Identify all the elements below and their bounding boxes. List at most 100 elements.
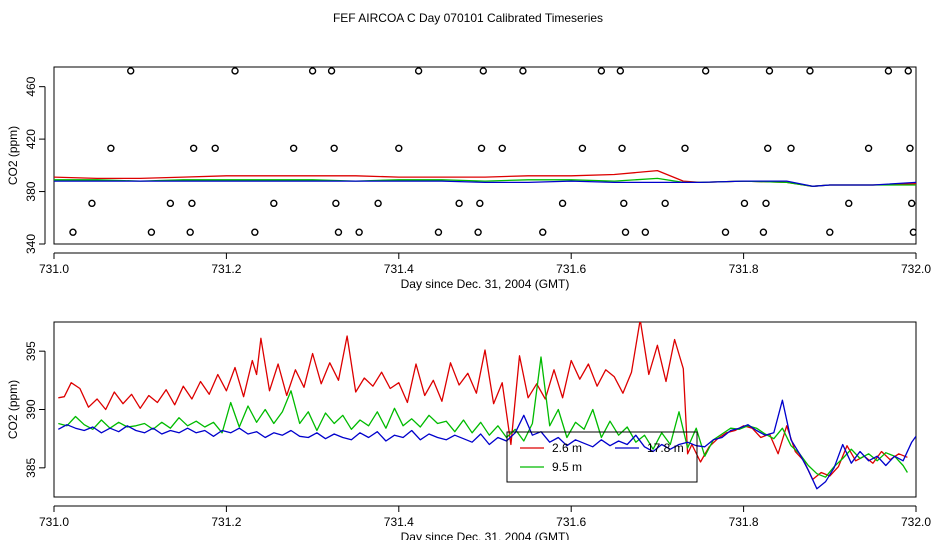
outlier-point [434,228,443,236]
outlier-point [127,67,135,75]
y-tick-label: 395 [24,341,38,361]
plot-data-area [57,322,916,490]
outlier-point [759,228,768,236]
outlier-point [88,199,96,208]
y-tick-label: 380 [24,181,38,201]
y-tick-label: 460 [24,76,38,96]
outlier-point [477,144,486,152]
outlier-point [69,228,77,236]
y-tick-label: 385 [24,458,38,478]
chart-title: FEF AIRCOA C Day 070101 Calibrated Times… [333,11,603,25]
x-tick-label: 732.0 [901,262,931,276]
x-tick-label: 732.0 [901,515,931,529]
legend-label-17-8-m: 17.8 m [647,441,684,455]
x-axis-label: Day since Dec. 31, 2004 (GMT) [401,530,570,540]
outlier-point [332,199,340,208]
outlier-point [597,67,606,75]
series-line-2-6-m [58,322,908,481]
x-tick-label: 731.2 [211,262,241,276]
outlier-point [330,144,338,152]
legend-label-9-5-m: 9.5 m [552,460,582,474]
y-axis-label: CO2 (ppm) [6,380,20,439]
y-tick-label: 340 [24,234,38,254]
outlier-point [762,199,770,208]
x-tick-label: 731.2 [211,515,241,529]
outlier-point [661,199,669,208]
outlier-point [539,228,547,236]
outlier-point [107,144,115,152]
outlier-point [308,67,317,75]
outlier-point [884,67,893,75]
outlier-point [355,228,363,236]
x-tick-label: 731.4 [384,515,414,529]
outlier-point [740,199,749,208]
series-line-9-5-m [54,177,916,187]
outlier-point [189,144,198,152]
outlier-point [681,144,689,152]
plot-data-area [54,67,916,236]
y-tick-label: 390 [24,399,38,419]
outlier-point [479,67,487,75]
x-tick-label: 731.4 [384,262,414,276]
x-tick-label: 731.0 [39,262,69,276]
outlier-point [721,228,730,236]
outlier-point [845,199,853,208]
outlier-point [270,199,278,208]
y-tick-label: 420 [24,129,38,149]
outlier-point [455,199,463,208]
outlier-point [327,67,336,75]
outlier-point [474,228,482,236]
outlier-point [787,144,795,152]
outlier-point [211,144,219,152]
y-axis-label: CO2 (ppm) [6,126,20,185]
outlier-point [806,67,814,75]
outlier-point [334,228,343,236]
outlier-point [395,144,403,152]
outlier-point [904,67,912,75]
bottom-panel-timeseries-zoomed: 731.0 731.2 731.4 731.6 731.8 732.0 Day since … [6,321,931,540]
outlier-point [147,228,156,236]
x-tick-label: 731.0 [39,515,69,529]
series-line-17-8-m [57,399,916,490]
x-tick-label: 731.6 [556,515,586,529]
outlier-point [498,144,506,152]
outlier-point [414,67,423,75]
series-line-9-5-m [58,356,908,478]
plot-frame [53,66,917,245]
outlier-point [166,199,175,208]
outlier-point [618,144,626,152]
x-tick-label: 731.8 [729,262,759,276]
outlier-point [374,199,382,208]
outlier-point [519,67,527,75]
legend: 2.6 m 9.5 m 17.8 m [506,431,698,483]
top-panel-timeseries-with-outliers: 731.0 731.2 731.4 731.6 731.8 732.0 Day since … [6,66,931,291]
outlier-point [907,199,916,208]
outlier-point [231,67,239,75]
outlier-point [701,67,710,75]
x-axis-label: Day since Dec. 31, 2004 (GMT) [401,277,570,291]
outlier-point [641,228,650,236]
outlier-point [764,144,772,152]
outlier-point [616,67,625,75]
outlier-point [620,199,628,208]
plot-frame [53,321,917,498]
outlier-point [621,228,630,236]
outlier-point [578,144,587,152]
outlier-point [864,144,873,152]
outlier-point [906,144,914,152]
outlier-point [188,199,196,208]
outlier-point [558,199,567,208]
x-tick-label: 731.8 [729,515,759,529]
outlier-point [476,199,484,208]
legend-box [506,431,698,483]
outlier-point [909,228,916,236]
outlier-point [186,228,194,236]
outlier-point [289,144,298,152]
outlier-point [251,228,259,236]
x-tick-label: 731.6 [556,262,586,276]
outlier-point [765,67,774,75]
legend-label-2-6-m: 2.6 m [552,441,582,455]
series-line-17-8-m [54,180,916,187]
outlier-point [826,228,834,236]
